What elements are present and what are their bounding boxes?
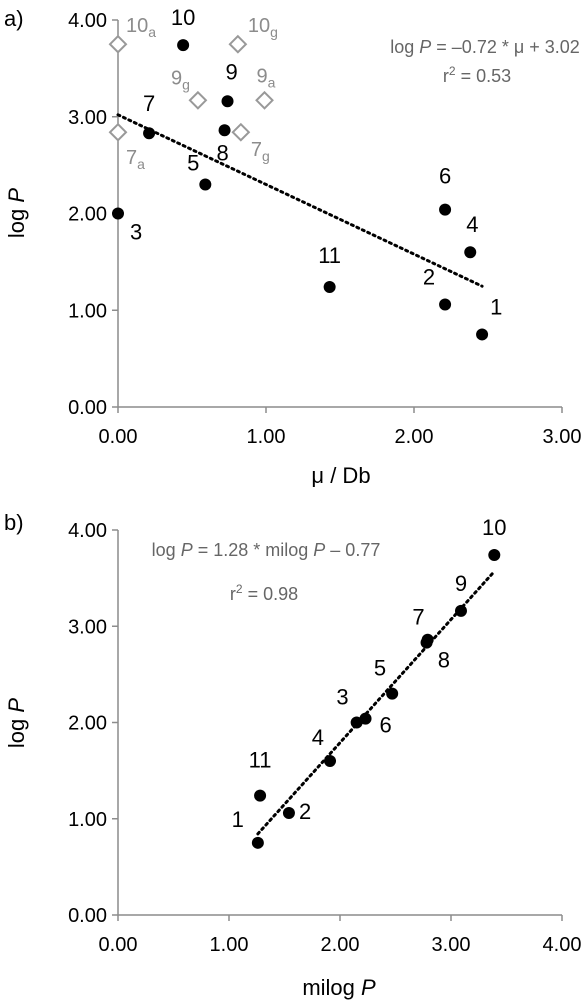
- panel-b-point-label-9: 9: [455, 571, 467, 596]
- panel-b-point-label-6: 6: [380, 713, 392, 738]
- panel-a-equation: log P = –0.72 * μ + 3.02: [390, 37, 580, 57]
- panel-a-label: a): [4, 6, 24, 31]
- panel-a-diamond-label-7a: 7a: [126, 147, 145, 172]
- panel-b-point-label-8: 8: [438, 648, 450, 673]
- panel-a-point-label-1: 1: [490, 294, 502, 319]
- panel-a-point-11: [323, 281, 336, 294]
- panel-a-diamond-10g: [228, 34, 248, 54]
- panel-b-y-tick-label: 3.00: [68, 616, 107, 638]
- panel-b-point-label-10: 10: [482, 515, 506, 540]
- panel-b-trendline-path: [256, 569, 496, 836]
- panel-a-x-tick-label: 1.00: [247, 426, 286, 448]
- panel-a-point-9: [221, 95, 234, 108]
- panel-b-y-tick-label: 0.00: [68, 905, 107, 927]
- panel-a-point-label-3: 3: [130, 220, 142, 245]
- panel-a-r-squared: r2 = 0.53: [443, 64, 511, 86]
- panel-a-point-label-8: 8: [217, 140, 229, 165]
- panel-b-x-tick-label: 3.00: [432, 934, 471, 956]
- panel-a-diamond-label-10a: 10a: [126, 15, 156, 40]
- panel-a-y-tick-label: 0.00: [68, 397, 107, 419]
- panel-b-point-label-5: 5: [374, 656, 386, 681]
- panel-a-point-2: [439, 298, 452, 311]
- panel-a-diamond-label-7g: 7g: [251, 139, 270, 164]
- panel-a-point-3: [112, 207, 124, 220]
- panel-b-y-axis-title: log P: [4, 698, 29, 748]
- panel-b-point-label-7: 7: [412, 605, 424, 630]
- panel-a-diamond-label-9g: 9g: [171, 67, 190, 92]
- panel-b-point-1: [251, 836, 264, 849]
- panel-a-x-tick-label: 0.00: [99, 426, 138, 448]
- panel-a-point-label-7: 7: [143, 91, 155, 116]
- panel-a-y-tick-label: 1.00: [68, 300, 107, 322]
- panel-a-point-7: [143, 127, 156, 140]
- panel-a-point-label-2: 2: [423, 264, 435, 289]
- panel-a-x-tick-label: 2.00: [395, 426, 434, 448]
- panel-b-x-tick-label: 1.00: [210, 934, 249, 956]
- panel-a-trendline: [116, 113, 484, 288]
- panel-a-point-1: [476, 328, 489, 341]
- panel-a-axes: 0.00 1.00 2.00 3.00 4.00 0.00 1.00 2.00 3.00: [68, 10, 581, 448]
- panel-a-point-label-11: 11: [318, 243, 341, 268]
- panel-a-diamond-10a: [108, 34, 128, 54]
- panel-a-point-label-4: 4: [466, 212, 478, 237]
- panel-a-point-label-6: 6: [439, 164, 451, 189]
- panel-a: a) 0.001.002.003.004.000.00 1.00 2.00 3.00 …: [4, 5, 581, 488]
- panel-a-point-5: [199, 178, 212, 191]
- panel-b-point-4: [324, 755, 337, 767]
- panel-b-point-label-2: 2: [299, 799, 311, 824]
- panel-b-point-8: [421, 633, 434, 646]
- panel-a-point-label-10: 10: [171, 5, 195, 30]
- panel-b-point-label-1: 1: [232, 807, 244, 832]
- panel-a-y-tick-label: 2.00: [68, 204, 107, 226]
- panel-b-y-tick-label: 1.00: [68, 809, 107, 831]
- panel-b-point-11: [254, 789, 267, 802]
- panel-a-diamond-7a: [108, 122, 128, 142]
- panel-b-label: b): [4, 510, 24, 535]
- panel-b-point-2: [282, 806, 295, 819]
- panel-a-trendline-path: [116, 113, 484, 288]
- panel-b-x-axis-title: milog P: [302, 975, 376, 1000]
- panel-b-point-6: [359, 712, 372, 725]
- panel-b-y-tick-label: 2.00: [68, 713, 107, 735]
- panel-a-diamond-7g: [231, 122, 251, 142]
- panel-a-point-label-9: 9: [226, 59, 238, 84]
- panel-b-r-squared: r2 = 0.98: [230, 582, 298, 604]
- panel-b-point-10: [488, 549, 501, 562]
- panel-a-point-10: [177, 39, 190, 52]
- panel-b-point-label-3: 3: [336, 685, 348, 710]
- panel-a-point-6: [439, 203, 452, 216]
- panel-b-point-label-11: 11: [249, 748, 272, 773]
- panel-a-points: 1 2 3 4 5 6 7 8 9 10 11 10a 10g 9g 9a 7a 7g: [108, 5, 502, 341]
- panel-b-y-tick-label: 4.00: [68, 520, 107, 542]
- panel-b-trendline: [256, 569, 496, 836]
- panel-a-x-tick-label: 3.00: [543, 426, 582, 448]
- panel-a-y-axis-title: log P: [4, 188, 29, 238]
- panel-b: b) 0.00 1.00 2.00 3.00 4.00 0.00 1.00 2.00 3.00 4…: [4, 510, 581, 1000]
- panel-b-x-tick-label: 2.00: [321, 934, 360, 956]
- panel-b-point-label-4: 4: [312, 725, 324, 750]
- panel-a-point-label-5: 5: [187, 150, 199, 175]
- panel-a-x-axis-title: μ / Db: [311, 463, 370, 488]
- panel-b-point-5: [386, 687, 399, 700]
- panel-b-x-tick-label: 0.00: [99, 934, 138, 956]
- panel-a-diamond-9a: [255, 90, 274, 110]
- panel-a-diamond-label-9a: 9a: [257, 65, 276, 90]
- panel-a-point-4: [464, 246, 477, 259]
- panel-b-equation: log P = 1.28 * milog P – 0.77: [152, 540, 381, 560]
- panel-a-y-tick-label: 3.00: [68, 107, 107, 129]
- panel-b-point-9: [454, 604, 467, 617]
- panel-b-x-tick-label: 4.00: [543, 934, 582, 956]
- panel-a-diamond-9g: [188, 90, 208, 110]
- panel-a-diamond-label-10g: 10g: [248, 15, 278, 40]
- panel-a-y-tick-label: 4.00: [68, 10, 107, 32]
- panel-a-point-8: [218, 124, 231, 137]
- panel-b-axes: 0.00 1.00 2.00 3.00 4.00 0.00 1.00 2.00 3.00 4.00: [68, 520, 581, 956]
